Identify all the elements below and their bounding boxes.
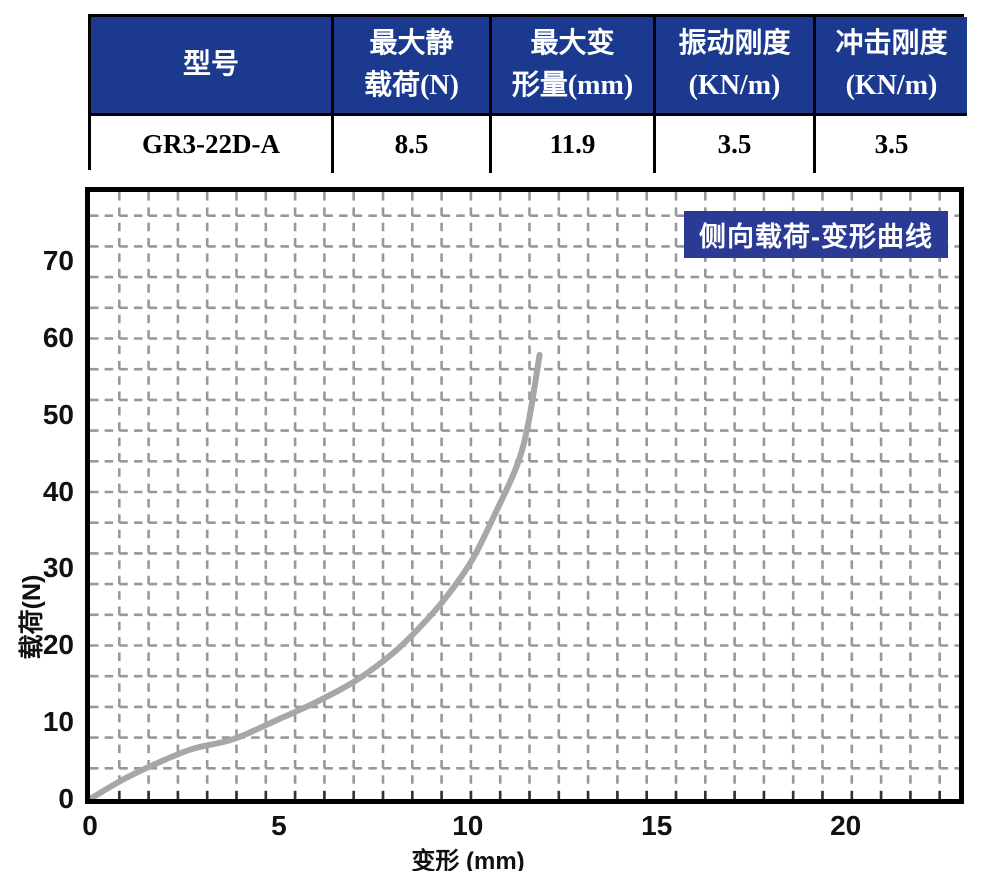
- x-tick-label: 5: [271, 810, 287, 841]
- header-line: 最大变: [530, 28, 615, 59]
- load-deformation-chart: [85, 187, 964, 804]
- x-tick-label: 0: [82, 810, 98, 841]
- y-tick-label: 10: [42, 706, 74, 738]
- header-cell-2: 最大变形量(mm): [489, 17, 653, 116]
- y-tick-label: 50: [42, 398, 74, 430]
- header-line: 冲击刚度: [835, 28, 948, 59]
- chart-title-badge: 侧向载荷-变形曲线: [684, 211, 948, 258]
- spec-table: 型号 最大静 载荷(N) 最大变 形量(mm) 振动刚度 (KN/m) 冲击刚度 (KN/m) G…: [88, 14, 967, 173]
- x-tick-label: 20: [830, 810, 862, 841]
- header-cell-4: 冲击刚度 (KN/m): [813, 17, 967, 116]
- header-cell-1: 最大静载荷(N): [331, 17, 489, 116]
- x-tick-label: 15: [641, 810, 673, 841]
- y-tick-label: 20: [42, 629, 74, 661]
- header-cell-0: 型号: [91, 17, 331, 116]
- header-line: 形量(mm): [511, 70, 634, 101]
- header-line: 最大静: [369, 28, 454, 59]
- y-tick-label: 30: [42, 552, 74, 584]
- x-axis-title: 变形 (mm): [411, 848, 525, 871]
- y-tick-label: 70: [42, 245, 74, 277]
- header-line: 型号: [182, 49, 239, 80]
- x-tick-label: 10: [452, 810, 484, 841]
- header-line: (KN/m): [845, 70, 938, 101]
- load-curve: [87, 351, 543, 802]
- header-line: (KN/m): [688, 70, 781, 101]
- value-cell-2: 11.9: [489, 116, 653, 173]
- value-cell-1: 8.5: [331, 116, 489, 173]
- header-line: 载荷(N): [364, 70, 459, 101]
- chart-plot-area: [85, 187, 964, 804]
- y-tick-label: 40: [42, 475, 74, 507]
- plot-border: [85, 187, 964, 804]
- value-cell-4: 3.5: [813, 116, 967, 173]
- y-tick-label: 0: [58, 783, 74, 814]
- y-tick-label: 60: [42, 321, 74, 353]
- model-cell: GR3-22D-A: [91, 116, 331, 173]
- header-line: 振动刚度: [678, 28, 791, 59]
- header-cell-3: 振动刚度 (KN/m): [653, 17, 813, 116]
- value-cell-3: 3.5: [653, 116, 813, 173]
